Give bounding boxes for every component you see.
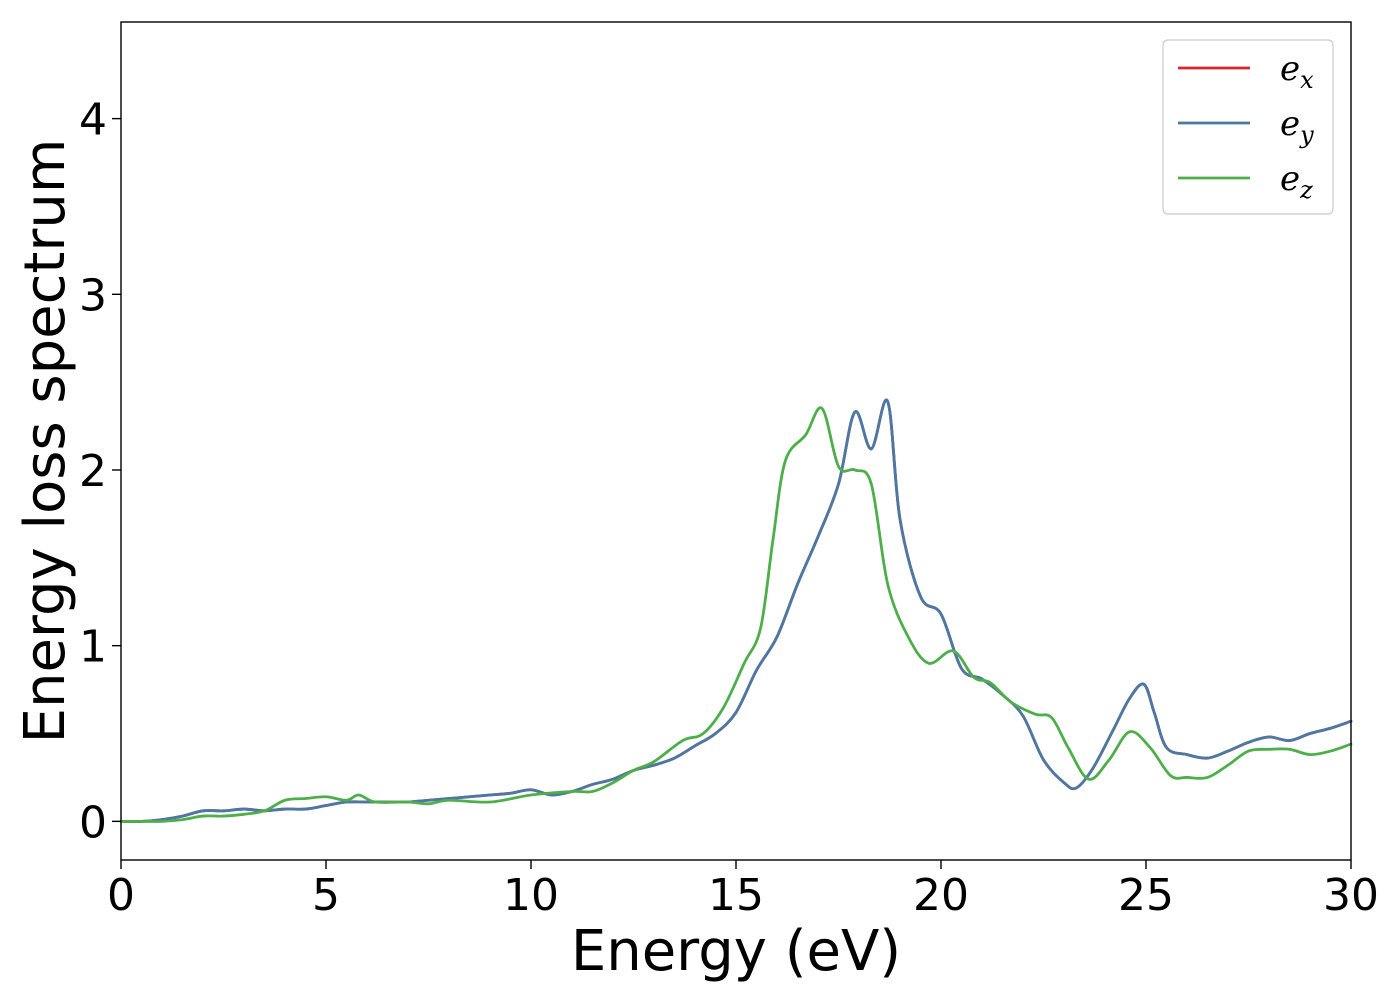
- legend-box: [1162, 39, 1334, 215]
- x-axis-ticks: 0 5 10 15 20 25 30: [107, 860, 1379, 921]
- x-tick-label: 20: [913, 870, 969, 921]
- series-line-e-z: [119, 406, 1353, 823]
- y-tick-label: 3: [79, 270, 107, 321]
- legend-label-x: ex: [1280, 49, 1314, 94]
- legend-label-y: ey: [1280, 104, 1314, 149]
- y-tick-label: 2: [79, 446, 107, 497]
- series-line-e-y: [119, 398, 1353, 823]
- y-tick-label: 4: [79, 95, 107, 146]
- y-axis-ticks: 0 1 2 3 4: [79, 95, 121, 848]
- y-tick-label: 0: [79, 797, 107, 848]
- x-tick-label: 5: [312, 870, 340, 921]
- legend-items: ex ey ez: [1178, 49, 1314, 204]
- y-tick-label: 1: [79, 622, 107, 673]
- legend-label-z: ez: [1280, 159, 1313, 204]
- y-axis-title: Energy loss spectrum: [13, 139, 78, 744]
- x-tick-label: 30: [1323, 870, 1379, 921]
- x-axis-title: Energy (eV): [571, 919, 901, 984]
- series-layer: [119, 398, 1353, 823]
- plot-frame: [120, 21, 1352, 861]
- x-tick-label: 0: [107, 870, 135, 921]
- x-tick-label: 25: [1118, 870, 1174, 921]
- x-tick-label: 10: [503, 870, 559, 921]
- x-tick-label: 15: [708, 870, 764, 921]
- legend: ex ey ez: [1162, 39, 1334, 215]
- plot-area: [121, 22, 1351, 860]
